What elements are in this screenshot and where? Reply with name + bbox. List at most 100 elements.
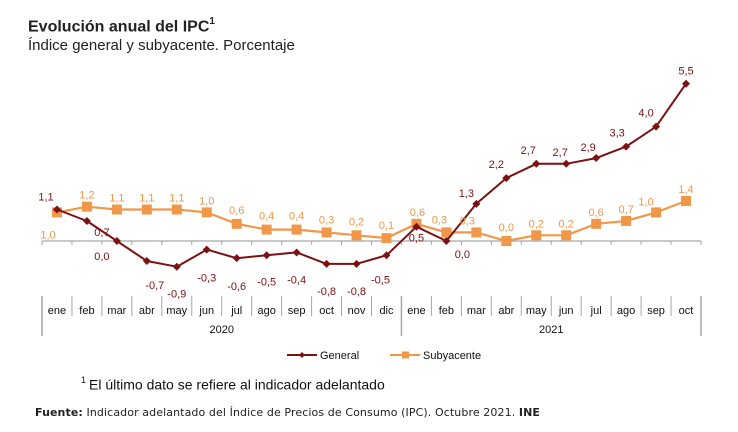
x-tick-label: sep	[647, 305, 665, 317]
year-label: 2020	[209, 324, 233, 336]
data-label-general: -0,3	[197, 273, 216, 285]
data-point-subyacente	[681, 195, 692, 206]
data-point-general	[82, 216, 91, 225]
data-label-general: 5,5	[678, 66, 693, 78]
data-label-subyacente: 0,3	[432, 214, 447, 226]
data-label-general: 1,3	[459, 188, 474, 200]
data-point-subyacente	[471, 227, 482, 238]
x-tick-label: oct	[319, 305, 334, 317]
data-point-subyacente	[321, 227, 332, 238]
data-point-general	[622, 142, 631, 151]
x-tick-label: abr	[498, 305, 514, 317]
data-label-subyacente: 0,4	[289, 211, 304, 223]
data-point-general	[472, 199, 481, 208]
series-line-subyacente	[56, 199, 687, 243]
data-label-subyacente: 0,3	[319, 214, 334, 226]
data-point-subyacente	[381, 233, 392, 244]
x-tick-label: dic	[379, 305, 394, 317]
data-label-general: 2,2	[489, 159, 504, 171]
footnote-marker: 1	[81, 375, 87, 385]
data-label-general: 0,7	[94, 227, 109, 239]
data-label-general: -0,5	[371, 274, 390, 286]
x-tick-label: mar	[107, 305, 126, 317]
data-labels: 1,1 0,7 0,0 -0,7-0,9 -0,3 -0,6 -0,5 -0,4 -0,8 -0,…	[38, 66, 693, 301]
data-label-general: -0,9	[167, 289, 186, 301]
data-label-subyacente: 1,0	[199, 195, 214, 207]
data-label-general: -0,7	[145, 280, 164, 292]
data-point-subyacente	[621, 215, 632, 226]
data-point-general	[142, 257, 151, 266]
x-tick-label: jun	[198, 305, 214, 317]
data-label-subyacente: 1,0	[40, 229, 55, 241]
data-label-general: 0,0	[94, 251, 109, 263]
data-label-subyacente: 0,2	[349, 216, 364, 228]
x-tick-label: may	[166, 305, 187, 317]
legend-marker-square	[402, 351, 409, 359]
data-point-general	[112, 237, 121, 245]
source-note: Fuente: Indicador adelantado del Índice …	[35, 406, 540, 419]
data-point-subyacente	[441, 227, 452, 238]
data-label-subyacente: 0,6	[410, 207, 425, 219]
year-label: 2021	[539, 324, 563, 336]
x-tick-label: ago	[257, 305, 275, 317]
data-label-subyacente: 1,1	[139, 193, 154, 205]
title-footnote-marker: 1	[209, 16, 215, 27]
data-point-general	[592, 154, 601, 163]
data-label-subyacente: 1,1	[169, 193, 184, 205]
data-point-general	[352, 259, 361, 268]
data-point-subyacente	[351, 230, 362, 241]
footnote: 1 El último dato se refiere al indicador …	[81, 375, 385, 393]
data-point-general	[562, 159, 571, 168]
data-point-subyacente	[141, 204, 152, 215]
footnote-text: El último dato se refiere al indicador a…	[89, 376, 385, 393]
source-org: INE	[518, 406, 541, 419]
data-point-general	[232, 254, 241, 263]
x-tick-label: ago	[617, 305, 635, 317]
data-label-general: 0,5	[409, 233, 424, 245]
data-point-subyacente	[261, 224, 272, 235]
x-axis: ene feb mar abr may jun jul ago sep oct nov dic ene f…	[41, 240, 702, 336]
data-point-subyacente	[651, 207, 662, 218]
data-label-general: 4,0	[638, 108, 653, 120]
data-label-general: 2,7	[521, 145, 536, 157]
x-tick-label: jun	[558, 305, 574, 317]
data-point-subyacente	[111, 204, 122, 215]
x-tick-label: feb	[79, 305, 94, 317]
data-point-subyacente	[81, 201, 92, 212]
data-point-general	[172, 262, 181, 271]
data-label-subyacente: 0,0	[499, 222, 514, 234]
data-point-general	[532, 159, 541, 168]
data-point-subyacente	[591, 218, 602, 229]
x-tick-label: sep	[288, 305, 306, 317]
x-tick-label: abr	[139, 305, 155, 317]
data-point-general	[442, 237, 451, 245]
data-label-general: 0,0	[455, 249, 470, 261]
data-label-general: -0,6	[227, 281, 246, 293]
data-point-general	[262, 251, 271, 260]
source-label: Fuente:	[35, 406, 83, 419]
data-point-subyacente	[291, 224, 302, 235]
legend: General Subyacente	[287, 350, 481, 362]
x-tick-label: nov	[348, 305, 366, 317]
data-point-general	[382, 251, 391, 260]
data-point-subyacente	[501, 236, 512, 246]
chart-subtitle: Índice general y subyacente. Porcentaje	[28, 37, 295, 54]
data-label-subyacente: 1,0	[638, 196, 653, 208]
data-point-subyacente	[231, 218, 242, 229]
data-point-subyacente	[561, 230, 572, 241]
x-tick-label: oct	[679, 305, 694, 317]
data-label-general: -0,4	[287, 274, 306, 286]
x-tick-label: ene	[48, 305, 66, 317]
x-tick-label: ene	[407, 305, 425, 317]
data-point-general	[52, 205, 61, 214]
data-label-subyacente: 0,1	[379, 220, 394, 232]
data-label-subyacente: 1,4	[678, 184, 693, 196]
data-point-general	[322, 259, 331, 268]
x-tick-label: jul	[230, 305, 242, 317]
x-tick-label: jul	[590, 305, 602, 317]
data-label-subyacente: 1,2	[79, 190, 94, 202]
source-text: Indicador adelantado del Índice de Preci…	[82, 406, 519, 419]
data-point-general	[412, 222, 421, 231]
data-label-general: 3,3	[609, 128, 624, 140]
